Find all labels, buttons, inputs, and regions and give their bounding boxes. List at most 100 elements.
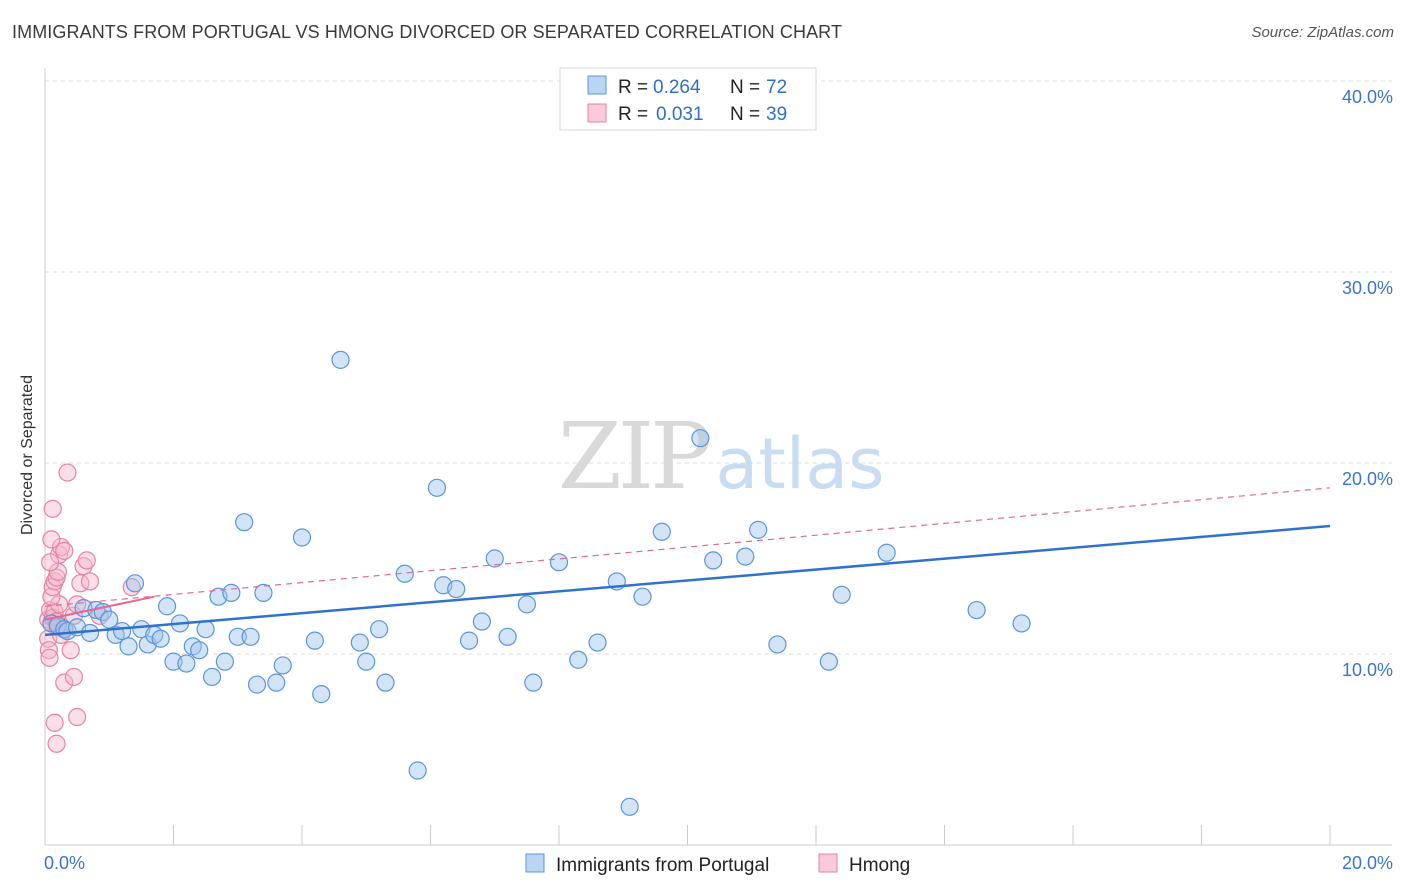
chart-title: IMMIGRANTS FROM PORTUGAL VS HMONG DIVORC… [12, 22, 843, 42]
portugal-point-36 [292, 528, 312, 547]
portugal-point-45 [408, 761, 427, 780]
portugal-point-55 [549, 553, 569, 572]
portugal-point-33 [254, 583, 273, 602]
portugal-point-62 [691, 429, 710, 448]
portugal-point-18 [157, 597, 177, 616]
hmong-point-24 [55, 673, 74, 692]
portugal-point-13 [125, 574, 145, 593]
axes [44, 68, 1392, 846]
portugal-point-37 [305, 631, 324, 650]
portugal-point-66 [768, 635, 787, 654]
bottom-legend-label-hmong: Hmong [849, 855, 910, 876]
portugal-point-30 [235, 513, 254, 532]
portugal-point-48 [447, 579, 466, 599]
watermark: ZIP atlas [558, 403, 885, 510]
portugal-point-51 [485, 549, 504, 568]
x-tick-labels: 0.0% 20.0% [44, 853, 1393, 873]
portugal-point-68 [832, 585, 851, 604]
watermark-zip: ZIP [558, 403, 709, 510]
portugal-point-25 [202, 667, 222, 687]
hmong-point-25 [64, 667, 84, 687]
portugal-point-21 [177, 654, 196, 673]
portugal-point-49 [459, 631, 479, 650]
watermark-atlas: atlas [715, 423, 884, 505]
legend-r-value-hmong: 0.031 [656, 104, 704, 125]
portugal-point-57 [588, 633, 607, 652]
portugal-trend-line [44, 524, 1331, 637]
y-tick-label-3: 40.0% [1342, 87, 1393, 107]
hmong-point-19 [42, 530, 61, 549]
portugal-point-39 [331, 350, 350, 369]
y-tick-label-0: 10.0% [1342, 660, 1393, 680]
series-legend: Immigrants from Portugal Hmong [525, 853, 910, 876]
portugal-point-24 [196, 620, 215, 639]
y-tick-label-1: 20.0% [1342, 469, 1393, 489]
portugal-point-52 [498, 627, 517, 646]
y-axis-label: Divorced or Separated [19, 375, 36, 535]
hmong-point-22 [45, 713, 64, 732]
portugal-point-54 [524, 673, 543, 692]
gridlines [45, 80, 1392, 655]
legend-swatch-hmong [587, 103, 607, 123]
portugal-point-6 [80, 623, 100, 643]
portugal-point-56 [569, 650, 588, 669]
hmong-point-32 [77, 551, 96, 570]
hmong-point-20 [43, 499, 62, 518]
portugal-point-46 [427, 478, 447, 497]
hmong-point-9 [39, 641, 58, 660]
portugal-point-63 [704, 551, 723, 570]
portugal-point-12 [119, 637, 138, 656]
portugal-point-9 [100, 610, 119, 629]
trend-lines [44, 487, 1331, 637]
source-label: Source: ZipAtlas.com [1251, 24, 1394, 41]
hmong-point-23 [47, 734, 66, 753]
legend-r-label-hmong: R = [618, 104, 648, 125]
portugal-point-60 [633, 587, 652, 606]
hmong-point-27 [61, 641, 80, 660]
hmong-point-21 [58, 463, 77, 482]
legend-swatch-portugal [587, 75, 607, 95]
bottom-legend-swatch-portugal [525, 853, 545, 873]
portugal-point-43 [376, 673, 395, 692]
portugal-point-31 [241, 627, 260, 646]
portugal-point-11 [112, 621, 132, 641]
hmong-point-18 [55, 541, 74, 560]
portugal-points [42, 350, 1031, 816]
hmong-point-38 [41, 553, 60, 572]
hmong-point-33 [80, 572, 100, 591]
legend-n-value-hmong: 39 [766, 104, 787, 125]
hmong-trend-line-solid [44, 595, 155, 621]
x-tick-label-0: 0.0% [44, 853, 85, 873]
hmong-point-10 [40, 648, 59, 667]
portugal-point-34 [267, 673, 286, 692]
y-tick-label-2: 30.0% [1342, 278, 1393, 298]
bottom-legend-label-portugal: Immigrants from Portugal [556, 855, 769, 876]
portugal-point-67 [819, 652, 838, 671]
portugal-point-59 [620, 797, 639, 816]
portugal-point-64 [736, 547, 755, 566]
portugal-point-69 [877, 543, 896, 562]
legend-n-label-hmong: N = [730, 104, 760, 125]
hmong-point-26 [68, 707, 87, 727]
portugal-point-32 [247, 675, 267, 694]
hmong-point-11 [42, 587, 61, 606]
portugal-point-70 [967, 600, 986, 620]
portugal-point-61 [652, 522, 671, 541]
portugal-point-40 [350, 633, 369, 652]
portugal-point-71 [1012, 614, 1031, 633]
portugal-point-27 [215, 652, 234, 671]
portugal-point-35 [273, 656, 292, 675]
portugal-point-17 [151, 629, 170, 648]
legend-r-label-portugal: R = [618, 77, 648, 98]
portugal-point-42 [370, 620, 389, 639]
portugal-point-29 [228, 627, 247, 646]
y-tick-labels: 10.0% 20.0% 30.0% 40.0% [1342, 87, 1393, 680]
portugal-point-38 [312, 685, 331, 704]
legend-n-value-portugal: 72 [766, 77, 787, 98]
hmong-point-14 [47, 568, 66, 587]
portugal-point-65 [749, 520, 768, 539]
portugal-point-53 [517, 595, 536, 614]
portugal-point-41 [357, 652, 376, 671]
portugal-point-28 [222, 583, 241, 602]
